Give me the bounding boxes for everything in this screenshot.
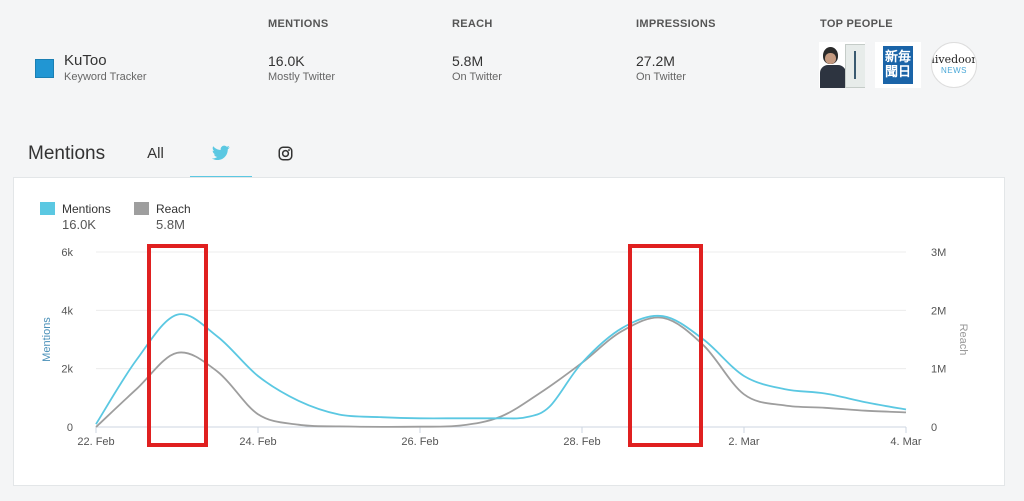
tracker-color-swatch xyxy=(35,59,54,78)
livedoor-logo-sub: NEWS xyxy=(941,66,967,75)
tab-all[interactable]: All xyxy=(147,145,164,162)
x-tick-label: 26. Feb xyxy=(401,436,438,448)
tracker-subtitle: Keyword Tracker xyxy=(64,71,147,83)
legend-label-reach: Reach xyxy=(156,202,191,216)
livedoor-logo-text: livedoor xyxy=(931,53,977,66)
twitter-icon xyxy=(211,145,230,161)
highlight-box-peak-2 xyxy=(628,244,703,447)
x-tick-label: 2. Mar xyxy=(728,436,760,448)
y-right-tick-label: 1M xyxy=(931,364,946,376)
stat-label: MENTIONS xyxy=(268,18,329,30)
tab-twitter[interactable] xyxy=(190,141,252,178)
tab-instagram[interactable] xyxy=(258,141,313,178)
stat-label: IMPRESSIONS xyxy=(636,18,716,30)
mainichi-logo: 新毎 聞日 xyxy=(883,46,913,84)
stat-label: TOP PEOPLE xyxy=(820,18,893,30)
stat-value: 27.2M xyxy=(636,53,675,69)
keyword-tracker[interactable]: KuToo Keyword Tracker xyxy=(35,52,147,84)
y-left-tick-label: 0 xyxy=(67,422,73,434)
legend-swatch-mentions xyxy=(40,202,55,215)
legend-value-mentions: 16.0K xyxy=(62,217,96,232)
x-tick-label: 4. Mar xyxy=(890,436,922,448)
person-avatar-livedoor[interactable]: livedoor NEWS xyxy=(931,42,977,88)
legend-label-mentions: Mentions xyxy=(62,202,111,216)
y-left-tick-label: 2k xyxy=(61,364,73,376)
tracker-name: KuToo xyxy=(64,52,107,69)
instagram-icon xyxy=(278,146,293,161)
chart-tabs: Mentions All xyxy=(0,133,1024,178)
y-right-tick-label: 3M xyxy=(931,247,946,259)
stat-mentions: MENTIONS 16.0K Mostly Twitter xyxy=(268,17,335,84)
legend-swatch-reach xyxy=(134,202,149,215)
stat-value: 5.8M xyxy=(452,53,484,69)
top-people-list: 新毎 聞日 livedoor NEWS xyxy=(819,42,977,88)
x-tick-label: 24. Feb xyxy=(239,436,276,448)
chart-card: Mentions 16.0K Reach 5.8M 0 2k 4k 6k 0 1M 2M 3M Ment… xyxy=(14,178,1004,485)
stat-impressions: IMPRESSIONS 27.2M On Twitter xyxy=(636,17,716,84)
series-line-mentions xyxy=(95,313,907,425)
person-avatar-mainichi[interactable]: 新毎 聞日 xyxy=(875,42,921,88)
y-left-tick-label: 4k xyxy=(61,305,73,317)
mentions-reach-chart: Mentions16.0KReach5.8M02k4k6k01M2M3MMent… xyxy=(40,202,969,448)
y-left-tick-label: 6k xyxy=(61,247,73,259)
highlight-box-peak-1 xyxy=(147,244,208,447)
stat-value: 16.0K xyxy=(268,53,305,69)
section-title: Mentions xyxy=(28,143,106,164)
stat-reach: REACH 5.8M On Twitter xyxy=(452,17,502,84)
x-tick-label: 22. Feb xyxy=(77,436,114,448)
x-tick-label: 28. Feb xyxy=(563,436,600,448)
y-left-axis-title: Mentions xyxy=(41,317,53,362)
series-line-reach xyxy=(95,316,907,428)
stat-sub: On Twitter xyxy=(636,71,686,83)
legend-value-reach: 5.8M xyxy=(156,217,185,232)
y-right-axis-title: Reach xyxy=(957,324,969,356)
stat-sub: Mostly Twitter xyxy=(268,71,336,83)
person-avatar-author[interactable] xyxy=(819,42,865,88)
summary-stats: KuToo Keyword Tracker MENTIONS 16.0K Mos… xyxy=(0,0,1024,110)
y-right-tick-label: 0 xyxy=(931,422,937,434)
stat-sub: On Twitter xyxy=(452,71,502,83)
stat-label: REACH xyxy=(452,18,493,30)
y-right-tick-label: 2M xyxy=(931,305,946,317)
stat-top-people: TOP PEOPLE xyxy=(820,17,893,31)
